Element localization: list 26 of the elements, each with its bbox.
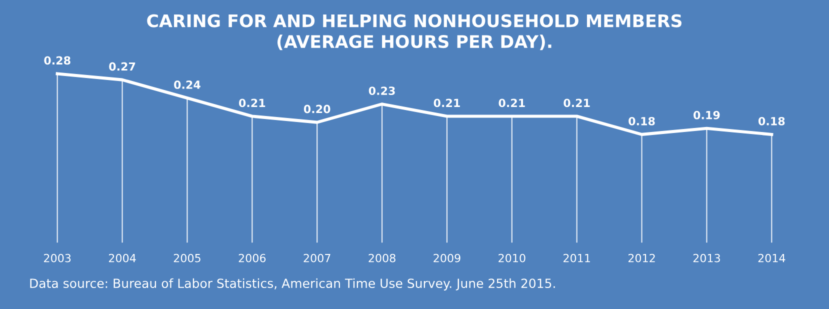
- data-label: 0.28: [44, 56, 70, 65]
- data-label: 0.23: [368, 86, 395, 95]
- source-note: Data source: Bureau of Labor Statistics, American Time Use Survey. June 25th 2015.: [30, 278, 555, 290]
- data-label: 0.21: [238, 98, 266, 108]
- data-label: 0.21: [434, 98, 460, 108]
- data-label: 0.19: [694, 110, 720, 120]
- data-label: 0.18: [628, 116, 655, 126]
- chart-title: CARING FOR AND HELPING NONHOUSEHOLD MEMBERS (AVERAGE HOURS PER DAY).: [147, 14, 682, 50]
- data-label: 0.21: [498, 98, 525, 108]
- x-tick-label: 2009: [434, 254, 460, 262]
- x-tick-label: 2008: [368, 254, 396, 262]
- x-tick-label: 2011: [564, 254, 590, 262]
- x-tick-label: 2014: [758, 254, 786, 262]
- x-tick-label: 2005: [174, 254, 200, 262]
- x-tick-label: 2004: [108, 254, 136, 262]
- x-tick-label: 2010: [498, 254, 526, 262]
- x-tick-label: 2006: [238, 254, 266, 262]
- data-label: 0.27: [109, 62, 136, 71]
- data-label: 0.20: [304, 104, 330, 114]
- data-label: 0.24: [174, 80, 200, 89]
- x-tick-label: 2013: [693, 254, 720, 262]
- x-tick-label: 2007: [304, 254, 330, 262]
- data-label: 0.21: [564, 98, 590, 108]
- x-tick-label: 2012: [628, 254, 655, 262]
- x-tick-label: 2003: [44, 254, 71, 262]
- data-label: 0.18: [758, 116, 785, 126]
